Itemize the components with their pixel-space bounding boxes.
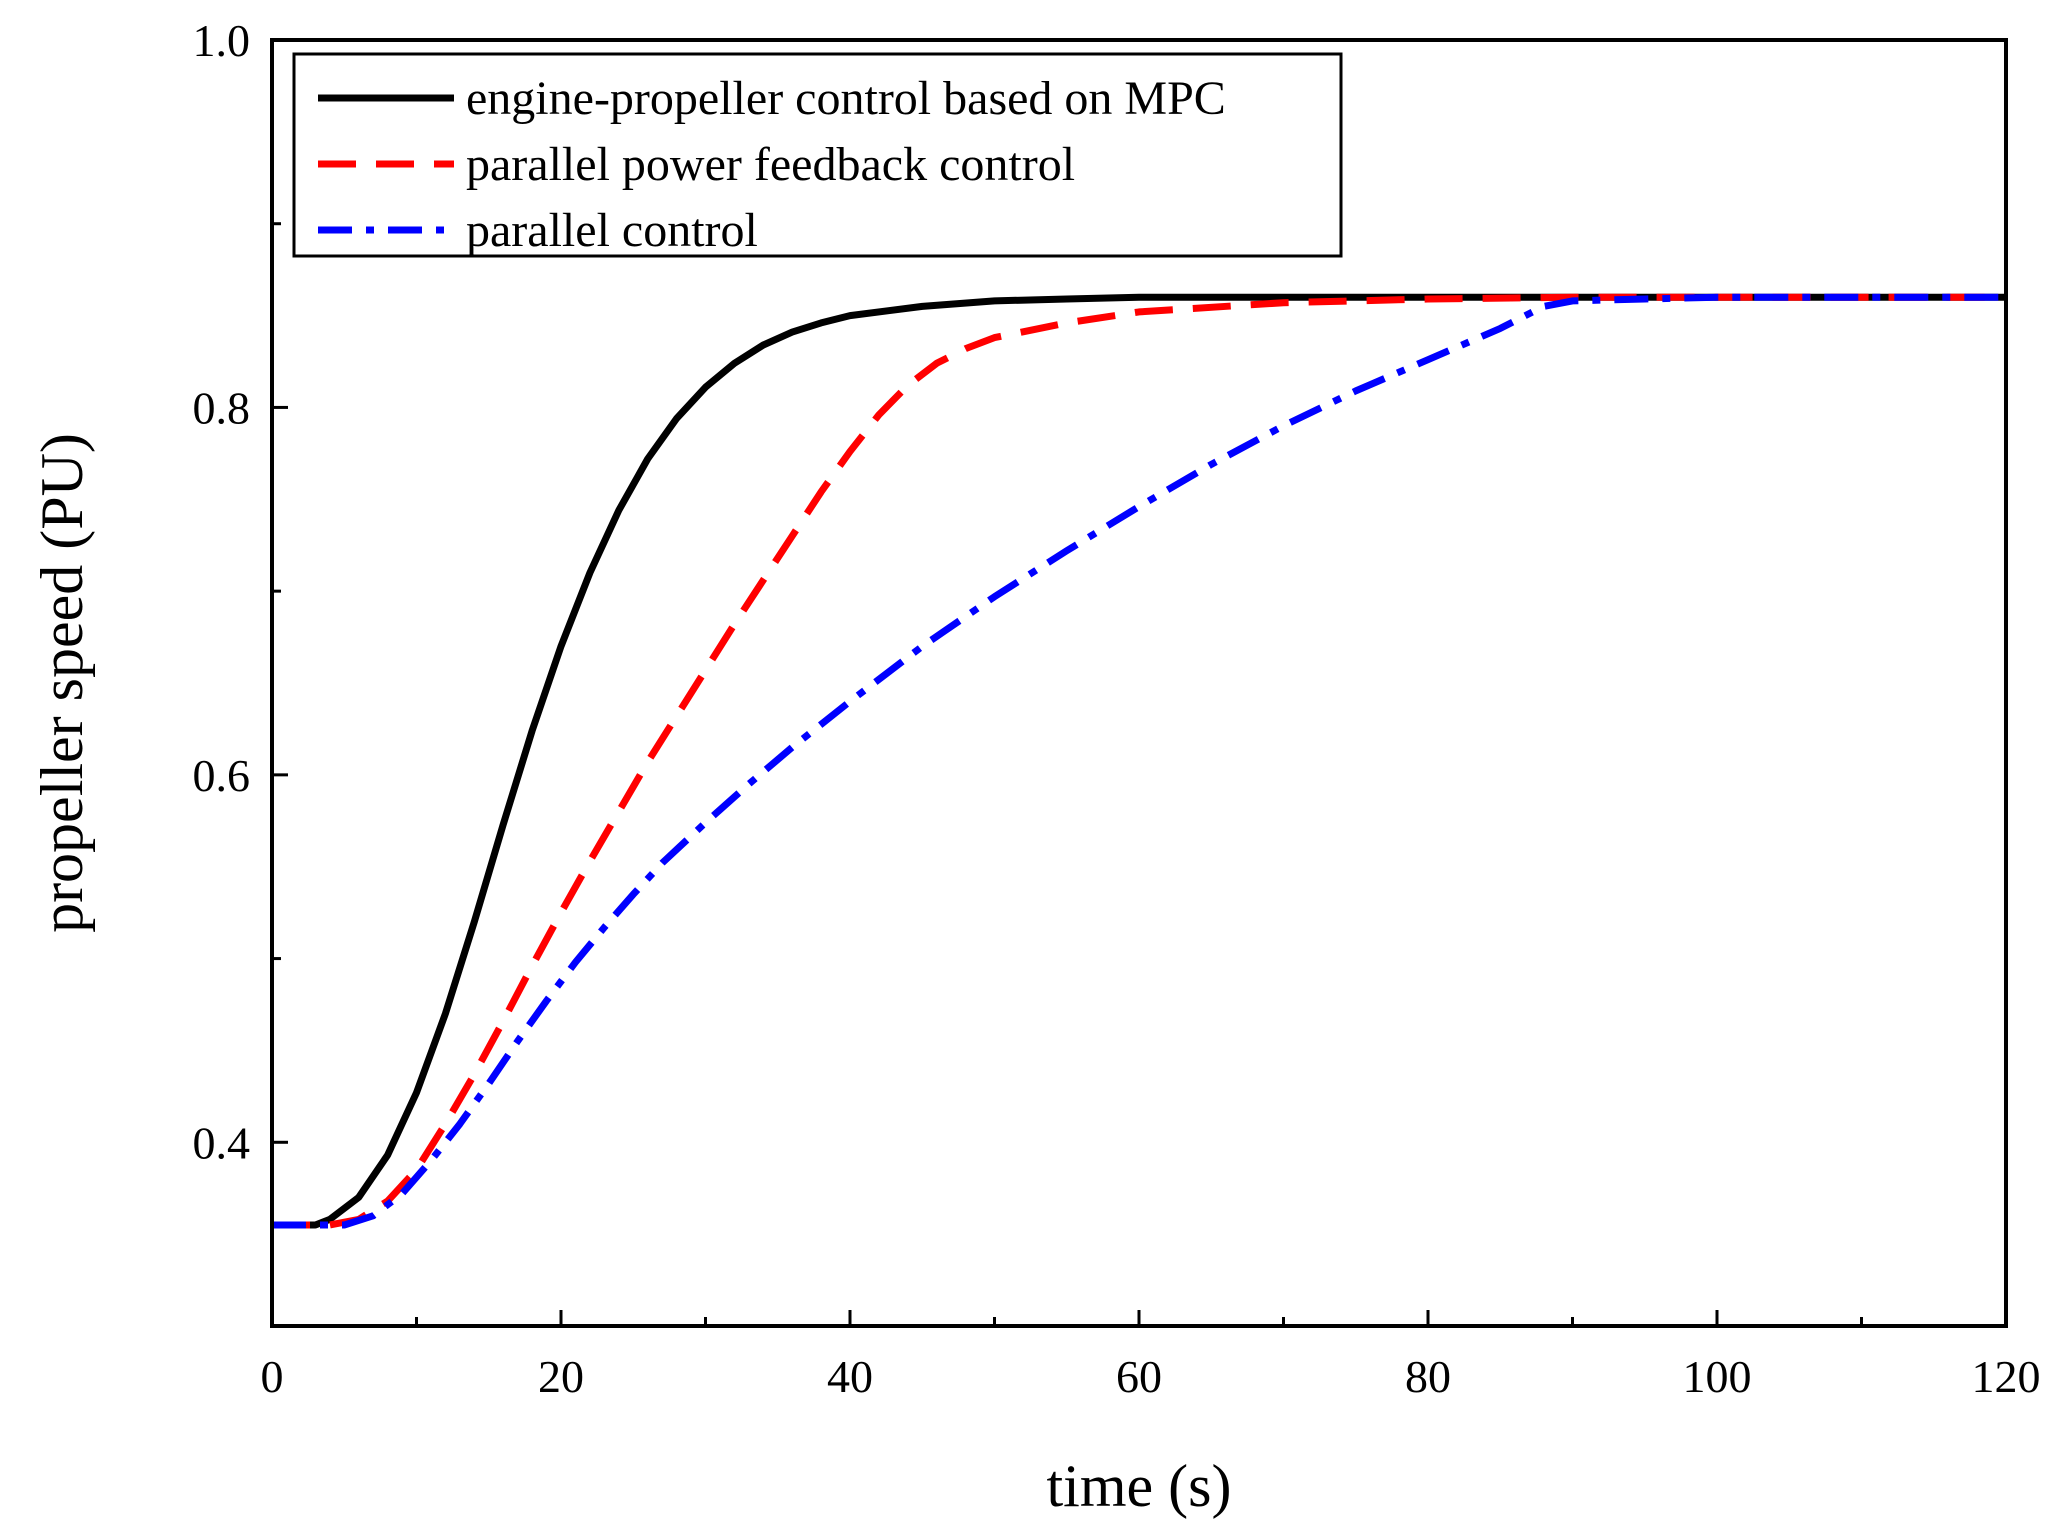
series-line-mpc: [272, 293, 2006, 1229]
legend-box: [292, 52, 1343, 258]
x-tick-label: 100: [1683, 1351, 1752, 1402]
x-axis-title: time (s): [1047, 1453, 1232, 1519]
x-tick-label: 20: [538, 1351, 584, 1402]
y-tick-label: 0.8: [193, 382, 251, 433]
series-line-power-feedback: [272, 293, 2006, 1229]
y-tick-label: 1.0: [193, 15, 251, 66]
plot-area-frame: [270, 38, 2008, 1328]
legend-label-power-feedback: parallel power feedback control: [466, 138, 1075, 191]
x-tick-label: 120: [1972, 1351, 2041, 1402]
series-layer: [272, 293, 2006, 1229]
legend: engine-propeller control based on MPC pa…: [292, 52, 1343, 258]
x-tick-label: 0: [261, 1351, 284, 1402]
ticks-layer: 0 20 40 60 80 100 120 0.4 0.6 0.8 1.0: [193, 15, 2041, 1402]
y-axis-title: propeller speed (PU): [29, 433, 95, 933]
legend-label-parallel: parallel control: [466, 204, 758, 257]
legend-label-mpc: engine-propeller control based on MPC: [466, 72, 1226, 125]
x-tick-label: 40: [827, 1351, 873, 1402]
y-tick-label: 0.6: [193, 750, 251, 801]
x-tick-label: 60: [1116, 1351, 1162, 1402]
y-tick-label: 0.4: [193, 1117, 251, 1168]
x-tick-label: 80: [1405, 1351, 1451, 1402]
series-line-parallel: [272, 293, 2006, 1229]
